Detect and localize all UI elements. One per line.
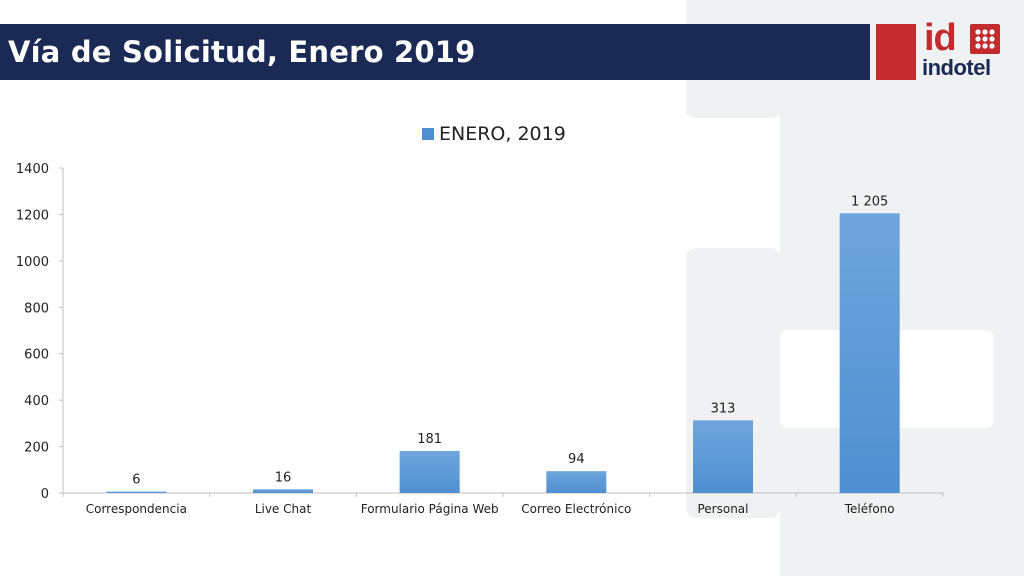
x-tick-label: Correspondencia xyxy=(86,502,187,516)
x-tick-label: Teléfono xyxy=(844,502,895,516)
bar xyxy=(106,491,167,493)
x-tick-label: Personal xyxy=(697,502,748,516)
data-label: 181 xyxy=(417,432,442,447)
y-tick-label: 1000 xyxy=(16,255,49,270)
brand-red-block xyxy=(876,24,916,80)
data-label: 1 205 xyxy=(851,194,888,209)
bar xyxy=(839,213,900,493)
data-label: 16 xyxy=(275,470,292,485)
data-label: 313 xyxy=(711,401,736,416)
legend-label: ENERO, 2019 xyxy=(439,123,566,145)
bar xyxy=(253,489,313,493)
logo-dots-icon xyxy=(970,24,1000,54)
logo-wordmark: indotel xyxy=(922,55,991,80)
chart-legend: ENERO, 2019 xyxy=(422,121,566,147)
data-label: 6 xyxy=(132,473,140,488)
data-label: 94 xyxy=(568,452,585,467)
x-tick-label: Live Chat xyxy=(255,502,312,516)
indotel-logo: id indotel xyxy=(922,17,1004,84)
x-tick-label: Correo Electrónico xyxy=(521,502,631,516)
y-tick-label: 800 xyxy=(24,301,49,316)
bar xyxy=(693,420,753,493)
bar xyxy=(546,471,607,493)
y-tick-label: 200 xyxy=(24,441,49,456)
y-tick-label: 400 xyxy=(24,394,49,409)
logo-mark: id xyxy=(924,17,957,59)
y-tick-label: 1200 xyxy=(16,208,49,223)
background-panel xyxy=(686,88,780,118)
title-bar: Vía de Solicitud, Enero 2019 xyxy=(0,24,870,80)
legend-swatch xyxy=(422,128,434,140)
bar xyxy=(399,450,460,493)
y-tick-label: 600 xyxy=(24,348,49,363)
page-title: Vía de Solicitud, Enero 2019 xyxy=(8,35,476,69)
y-tick-label: 0 xyxy=(41,487,49,502)
y-tick-label: 1400 xyxy=(16,162,49,177)
x-tick-label: Formulario Página Web xyxy=(361,502,499,516)
